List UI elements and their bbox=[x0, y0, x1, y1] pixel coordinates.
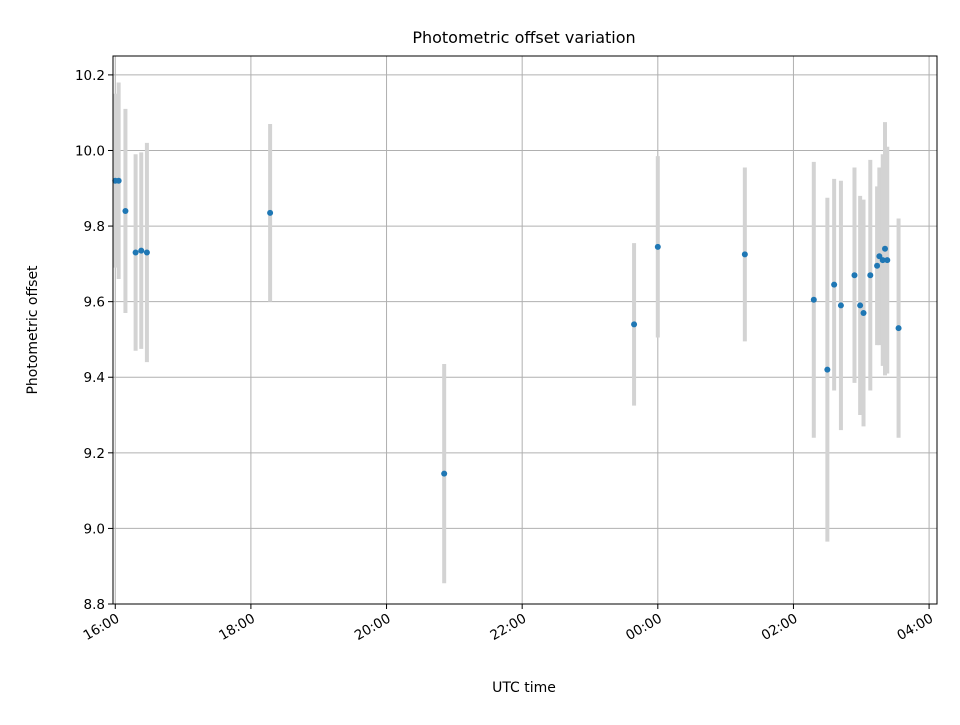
data-point bbox=[884, 257, 891, 264]
data-point bbox=[143, 249, 150, 256]
data-point bbox=[857, 302, 864, 309]
data-point bbox=[654, 243, 661, 250]
data-point bbox=[122, 207, 129, 214]
data-point bbox=[441, 470, 448, 477]
data-point bbox=[837, 302, 844, 309]
data-point bbox=[115, 177, 122, 184]
data-point bbox=[882, 245, 889, 252]
data-point bbox=[895, 325, 902, 332]
plot-frame bbox=[112, 55, 938, 605]
data-point bbox=[132, 249, 139, 256]
y-tick-label: 8.8 bbox=[84, 597, 105, 613]
y-tick-label: 10.2 bbox=[75, 68, 105, 84]
y-axis-label: Photometric offset bbox=[25, 265, 41, 395]
data-point bbox=[810, 296, 817, 303]
data-point bbox=[874, 262, 881, 269]
data-point bbox=[267, 209, 274, 216]
data-point bbox=[741, 251, 748, 258]
data-point bbox=[860, 309, 867, 316]
data-point bbox=[851, 272, 858, 279]
data-point bbox=[879, 257, 886, 264]
data-point bbox=[867, 272, 874, 279]
chart-title: Photometric offset variation bbox=[412, 28, 635, 47]
y-tick-label: 10.0 bbox=[75, 143, 105, 159]
y-tick-label: 9.6 bbox=[84, 295, 105, 311]
y-tick-label: 9.8 bbox=[84, 219, 105, 235]
data-point bbox=[831, 281, 838, 288]
y-tick-label: 9.4 bbox=[84, 370, 105, 386]
data-point bbox=[824, 366, 831, 373]
data-points bbox=[112, 177, 902, 477]
y-tick-label: 9.2 bbox=[84, 446, 105, 462]
x-axis-label: UTC time bbox=[492, 680, 556, 696]
data-point bbox=[138, 247, 145, 254]
data-point bbox=[631, 321, 638, 328]
y-tick-label: 9.0 bbox=[84, 521, 105, 537]
